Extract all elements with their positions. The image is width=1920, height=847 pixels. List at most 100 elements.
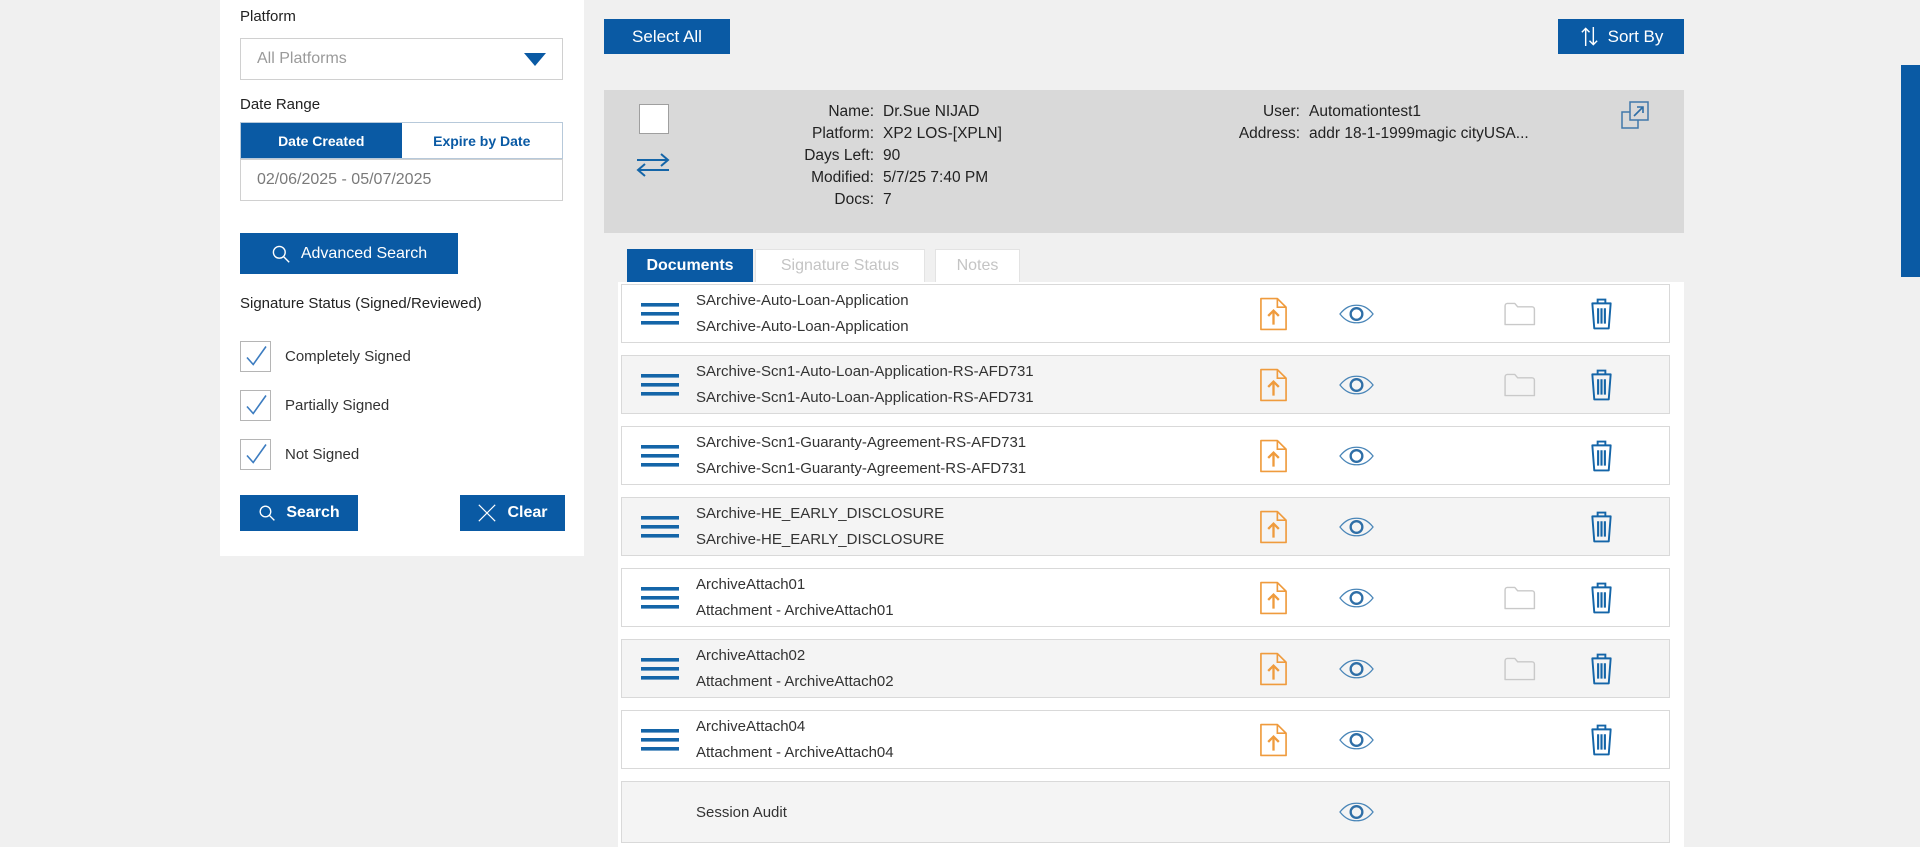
document-list: SArchive-Auto-Loan-Application SArchive-… bbox=[618, 282, 1684, 847]
caret-down-icon bbox=[524, 53, 546, 66]
magnifier-icon bbox=[271, 244, 291, 264]
checkbox-label: Completely Signed bbox=[285, 348, 411, 365]
field-value: Dr.Sue NIJAD bbox=[883, 103, 980, 120]
document-upload-icon[interactable] bbox=[1259, 509, 1288, 544]
eye-icon[interactable] bbox=[1338, 587, 1375, 609]
drag-handle-icon[interactable] bbox=[641, 585, 679, 610]
field-value: 90 bbox=[883, 147, 901, 164]
drag-handle-icon[interactable] bbox=[641, 372, 679, 397]
eye-icon[interactable] bbox=[1338, 516, 1375, 538]
search-label: Search bbox=[286, 504, 340, 521]
folder-icon[interactable] bbox=[1503, 656, 1536, 681]
sort-by-button[interactable]: Sort By bbox=[1558, 19, 1684, 54]
trash-icon[interactable] bbox=[1588, 652, 1615, 685]
checkbox-completely-signed[interactable]: Completely Signed bbox=[240, 341, 411, 372]
trash-icon[interactable] bbox=[1588, 368, 1615, 401]
drag-handle-icon[interactable] bbox=[641, 727, 679, 752]
x-icon bbox=[477, 503, 497, 523]
tab-documents[interactable]: Documents bbox=[627, 249, 753, 282]
platform-dropdown-value: All Platforms bbox=[257, 50, 347, 67]
document-title: ArchiveAttach04 bbox=[696, 718, 806, 735]
document-row: ArchiveAttach04 Attachment - ArchiveAtta… bbox=[621, 710, 1670, 769]
checkmark-icon bbox=[246, 395, 267, 415]
checkbox-box[interactable] bbox=[240, 341, 271, 372]
drag-handle-icon[interactable] bbox=[641, 301, 679, 326]
document-text: SArchive-HE_EARLY_DISCLOSURE SArchive-HE… bbox=[696, 498, 944, 555]
trash-icon[interactable] bbox=[1588, 581, 1615, 614]
eye-icon[interactable] bbox=[1338, 374, 1375, 396]
document-upload-icon[interactable] bbox=[1259, 296, 1288, 331]
document-row: ArchiveAttach01 Attachment - ArchiveAtta… bbox=[621, 568, 1670, 627]
field-label: Modified: bbox=[811, 169, 874, 186]
search-button[interactable]: Search bbox=[240, 495, 358, 531]
document-title: ArchiveAttach01 bbox=[696, 576, 806, 593]
document-subtitle: SArchive-Scn1-Auto-Loan-Application-RS-A… bbox=[696, 389, 1034, 406]
eye-icon[interactable] bbox=[1338, 729, 1375, 751]
document-subtitle: Attachment - ArchiveAttach01 bbox=[696, 602, 894, 619]
date-range-label: Date Range bbox=[240, 96, 321, 113]
document-upload-icon[interactable] bbox=[1259, 438, 1288, 473]
select-all-button[interactable]: Select All bbox=[604, 19, 730, 54]
document-title: ArchiveAttach02 bbox=[696, 647, 806, 664]
folder-icon[interactable] bbox=[1503, 585, 1536, 610]
document-text: SArchive-Scn1-Auto-Loan-Application-RS-A… bbox=[696, 356, 1034, 413]
document-text: SArchive-Auto-Loan-Application SArchive-… bbox=[696, 285, 909, 342]
document-title: SArchive-HE_EARLY_DISCLOSURE bbox=[696, 505, 945, 522]
field-label: Platform: bbox=[811, 125, 874, 142]
tab-notes[interactable]: Notes bbox=[935, 249, 1020, 282]
eye-icon[interactable] bbox=[1338, 658, 1375, 680]
document-subtitle: SArchive-Scn1-Guaranty-Agreement-RS-AFD7… bbox=[696, 460, 1027, 477]
document-subtitle: SArchive-HE_EARLY_DISCLOSURE bbox=[696, 531, 945, 548]
tab-signature-status[interactable]: Signature Status bbox=[755, 249, 925, 282]
document-upload-icon[interactable] bbox=[1259, 367, 1288, 402]
field-value: XP2 LOS-[XPLN] bbox=[883, 125, 1002, 142]
trash-icon[interactable] bbox=[1588, 297, 1615, 330]
advanced-search-label: Advanced Search bbox=[300, 244, 428, 262]
checkbox-partially-signed[interactable]: Partially Signed bbox=[240, 390, 389, 421]
document-upload-icon[interactable] bbox=[1259, 651, 1288, 686]
folder-icon[interactable] bbox=[1503, 301, 1536, 326]
record-fields-right: User: Automationtest1 Address: addr 18-1… bbox=[1100, 103, 1529, 143]
document-title: Session Audit bbox=[696, 803, 787, 821]
document-upload-icon[interactable] bbox=[1259, 580, 1288, 615]
eye-icon[interactable] bbox=[1338, 303, 1375, 325]
sort-by-label: Sort By bbox=[1607, 26, 1664, 46]
trash-icon[interactable] bbox=[1588, 723, 1615, 756]
document-row: ArchiveAttach02 Attachment - ArchiveAtta… bbox=[621, 639, 1670, 698]
field-value: addr 18-1-1999magic cityUSA... bbox=[1309, 125, 1529, 142]
field-label: User: bbox=[1262, 103, 1300, 120]
external-link-icon[interactable] bbox=[1620, 100, 1650, 138]
field-value: 5/7/25 7:40 PM bbox=[883, 169, 989, 186]
clear-button[interactable]: Clear bbox=[460, 495, 565, 531]
checkbox-box[interactable] bbox=[240, 439, 271, 470]
checkbox-label: Partially Signed bbox=[285, 397, 390, 414]
vertical-scrollbar-thumb[interactable] bbox=[1901, 65, 1920, 277]
record-select-checkbox[interactable] bbox=[639, 104, 669, 134]
drag-handle-icon[interactable] bbox=[641, 443, 679, 468]
platform-dropdown[interactable]: All Platforms bbox=[240, 38, 563, 80]
advanced-search-button[interactable]: Advanced Search bbox=[240, 233, 458, 274]
checkbox-box[interactable] bbox=[240, 390, 271, 421]
swap-arrows-icon[interactable] bbox=[634, 150, 672, 185]
document-row: SArchive-Auto-Loan-Application SArchive-… bbox=[621, 284, 1670, 343]
checkbox-not-signed[interactable]: Not Signed bbox=[240, 439, 359, 470]
tab-date-created[interactable]: Date Created bbox=[241, 123, 402, 158]
date-range-input[interactable]: 02/06/2025 - 05/07/2025 bbox=[240, 159, 563, 201]
eye-icon[interactable] bbox=[1338, 801, 1375, 823]
drag-handle-icon[interactable] bbox=[641, 514, 679, 539]
document-upload-icon[interactable] bbox=[1259, 722, 1288, 757]
tab-expire-by-date[interactable]: Expire by Date bbox=[401, 123, 562, 158]
eye-icon[interactable] bbox=[1338, 445, 1375, 467]
drag-handle-icon[interactable] bbox=[641, 656, 679, 681]
document-title: SArchive-Scn1-Auto-Loan-Application-RS-A… bbox=[696, 363, 1034, 380]
folder-icon[interactable] bbox=[1503, 372, 1536, 397]
record-fields-left: Name: Dr.Sue NIJAD Platform: XP2 LOS-[XP… bbox=[664, 103, 1002, 209]
document-row: Session Audit bbox=[621, 781, 1670, 843]
field-label: Name: bbox=[828, 103, 874, 120]
trash-icon[interactable] bbox=[1588, 510, 1615, 543]
document-subtitle: Attachment - ArchiveAttach04 bbox=[696, 744, 894, 761]
trash-icon[interactable] bbox=[1588, 439, 1615, 472]
checkmark-icon bbox=[246, 444, 267, 464]
document-subtitle: SArchive-Auto-Loan-Application bbox=[696, 318, 909, 335]
document-text: ArchiveAttach01 Attachment - ArchiveAtta… bbox=[696, 569, 894, 626]
